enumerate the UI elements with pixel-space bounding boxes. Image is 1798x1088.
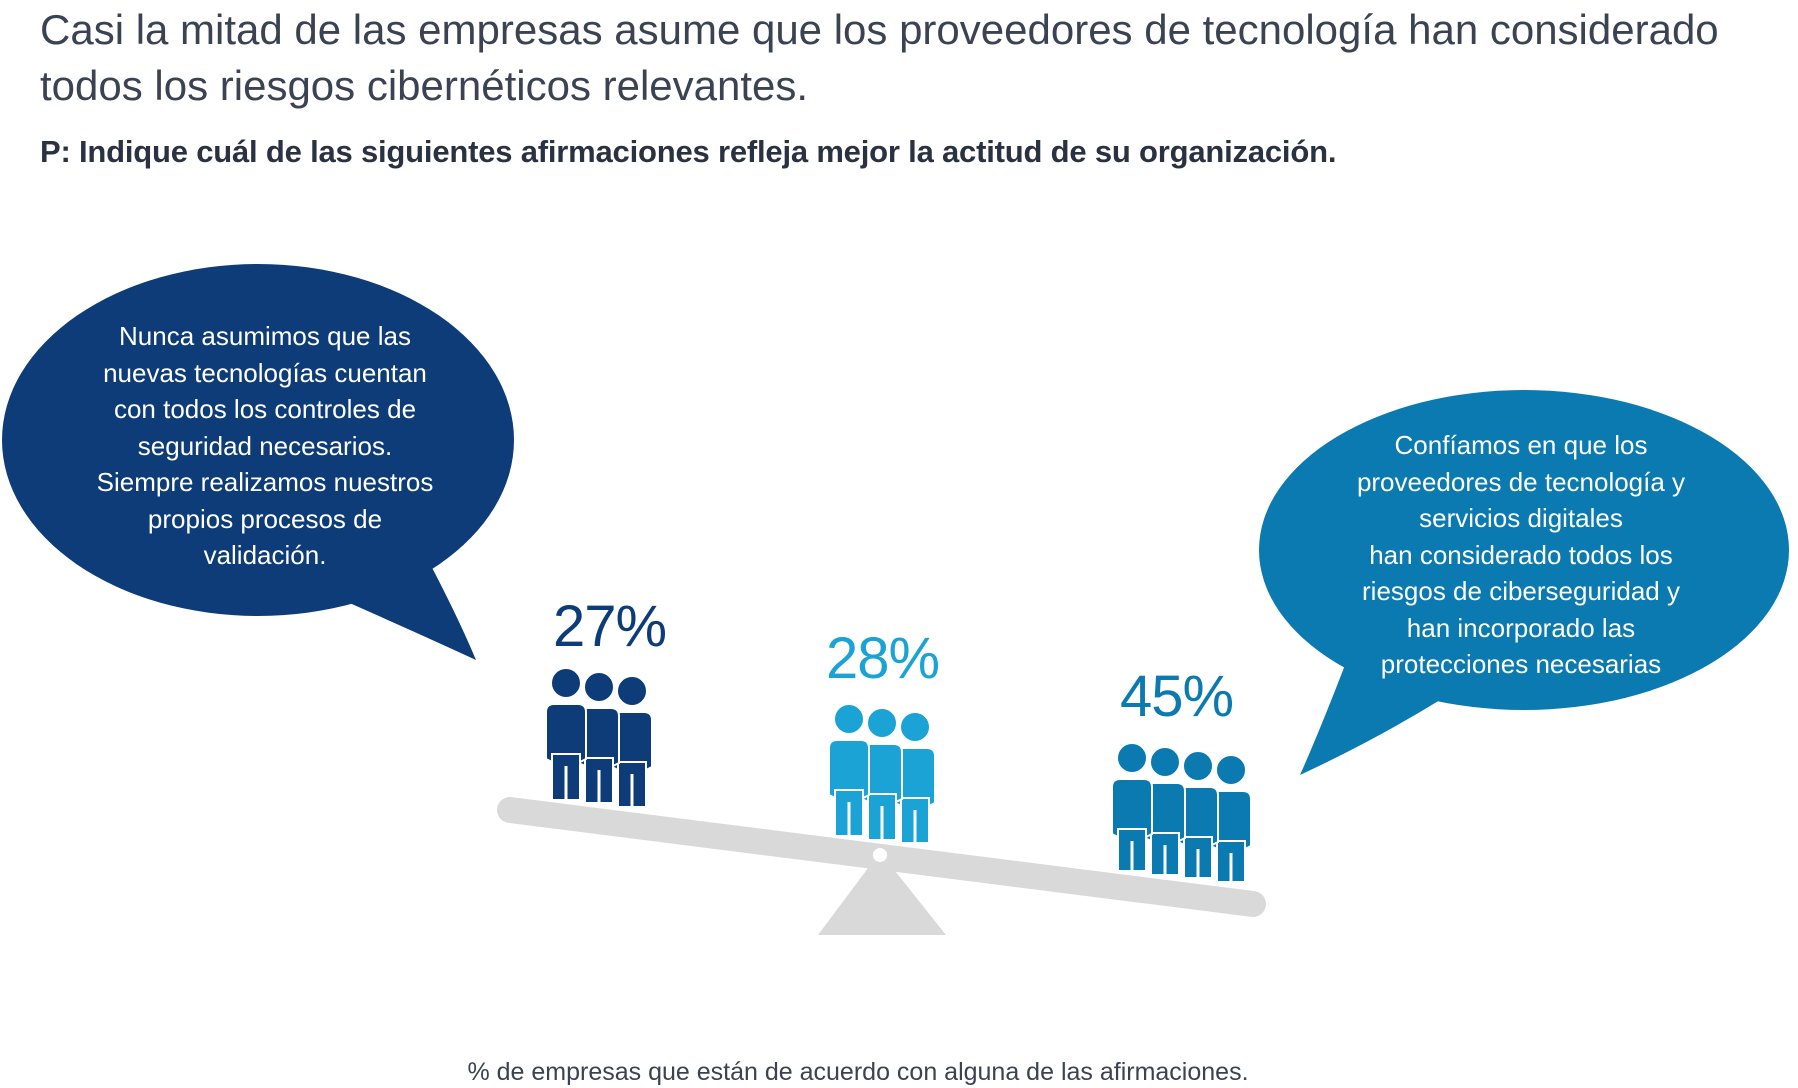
person-icon (1210, 754, 1252, 883)
survey-question: P: Indique cuál de las siguientes afirma… (40, 134, 1337, 169)
value-label-45: 45% (1120, 664, 1234, 729)
seesaw-pivot (873, 848, 887, 862)
person-icon (545, 667, 587, 801)
people-group-28 (828, 703, 936, 844)
bubble-right-text: Confíamos en que los proveedores de tecno… (1320, 427, 1722, 683)
bubble-right-line: han considerado todos los (1369, 539, 1673, 570)
person-icon (1111, 742, 1153, 872)
bubble-left-line: Siempre realizamos nuestros (96, 467, 434, 497)
bubble-left-line: nuevas tecnologías cuentan (103, 357, 427, 388)
value-label-28: 28% (826, 626, 940, 691)
bubble-left-line: Nunca asumimos que las (119, 321, 411, 351)
speech-bubble-right (1259, 390, 1789, 775)
footnote: % de empresas que están de acuerdo con a… (467, 1058, 1249, 1086)
bubble-left-line: propios procesos de (147, 503, 383, 534)
people-group-45 (1111, 742, 1252, 883)
bubble-right-line: han incorporado las (1406, 612, 1636, 643)
value-label-27: 27% (553, 594, 667, 659)
bubble-right-line: Confíamos en que los (1394, 430, 1648, 460)
person-icon (1144, 746, 1186, 876)
seesaw-fulcrum (818, 852, 946, 935)
bubble-right-line: servicios digitales (1419, 503, 1623, 533)
bubble-right-line: proveedores de tecnología y (1356, 466, 1686, 497)
bubble-left-text: Nunca asumimos que las nuevas tecnologías… (70, 318, 460, 574)
person-icon (828, 703, 870, 837)
person-icon (861, 707, 903, 841)
bubble-right-line: riesgos de ciberseguridad y (1362, 576, 1680, 606)
bubble-left-line: validación. (203, 540, 327, 570)
people-group-27 (545, 667, 653, 808)
bubble-left-line: seguridad necesarios. (137, 430, 393, 461)
speech-bubble-left (2, 264, 514, 660)
person-icon (894, 711, 936, 844)
chart-title: Casi la mitad de las empresas asume que … (40, 6, 1719, 109)
bubble-right-line: protecciones necesarias (1380, 649, 1662, 679)
bubble-left-line: con todos los controles de (113, 394, 417, 424)
